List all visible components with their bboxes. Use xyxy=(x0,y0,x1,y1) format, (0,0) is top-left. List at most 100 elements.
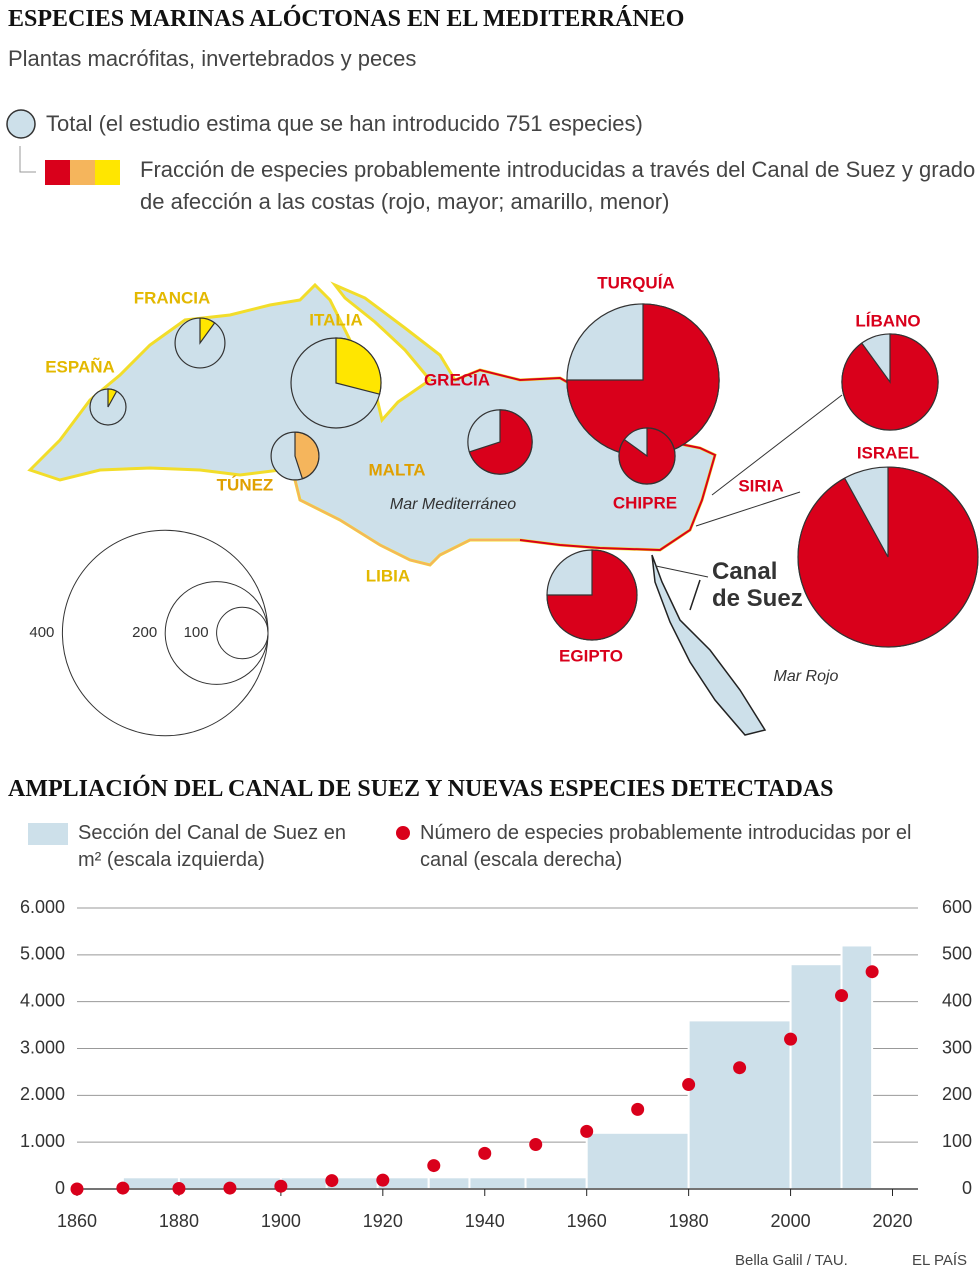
legend-swatch xyxy=(70,160,95,185)
pie-slice xyxy=(566,303,720,457)
y-tick-label: 6.000 xyxy=(20,897,65,917)
country-label: ITALIA xyxy=(309,310,363,329)
dot xyxy=(116,1181,130,1195)
canal-label: Canal de Suez xyxy=(712,558,803,612)
size-legend-label: 400 xyxy=(29,624,54,641)
leader-line xyxy=(695,491,801,527)
pie-slice xyxy=(841,333,939,431)
y-tick-label: 4.000 xyxy=(20,990,65,1010)
leader-line xyxy=(655,565,709,578)
dot xyxy=(172,1182,186,1196)
country-label: LÍBANO xyxy=(855,311,920,330)
x-tick-label: 1920 xyxy=(363,1211,403,1231)
bar xyxy=(524,1176,588,1190)
sea-label: Mar Mediterráneo xyxy=(390,496,516,513)
country-label: MALTA xyxy=(369,460,426,479)
bar xyxy=(468,1176,527,1190)
y-tick-label: 2.000 xyxy=(20,1084,65,1104)
x-tick-label: 1860 xyxy=(57,1211,97,1231)
aqaba xyxy=(689,579,701,611)
country-label: SIRIA xyxy=(738,476,783,495)
bar xyxy=(687,1019,792,1191)
legend-swatch xyxy=(28,823,68,845)
coast-east xyxy=(454,368,717,552)
dot xyxy=(682,1078,696,1092)
country-label: EGIPTO xyxy=(559,646,623,665)
x-tick-label: 1980 xyxy=(669,1211,709,1231)
legend-total: Total (el estudio estima que se han intr… xyxy=(46,111,643,136)
y2-tick-label: 400 xyxy=(942,990,972,1010)
x-tick-label: 2000 xyxy=(771,1211,811,1231)
country-label: TURQUÍA xyxy=(597,273,674,292)
country-label: ISRAEL xyxy=(857,443,919,462)
dot xyxy=(427,1159,441,1173)
legend-swatch xyxy=(45,160,70,185)
country-label: ESPAÑA xyxy=(45,356,115,376)
bar xyxy=(789,963,843,1191)
y2-tick-label: 100 xyxy=(942,1131,972,1151)
dot xyxy=(70,1182,84,1196)
source: Bella Galil / TAU. xyxy=(735,1252,848,1269)
y2-tick-label: 0 xyxy=(962,1178,972,1198)
coast-south xyxy=(294,479,520,567)
pie-slice xyxy=(618,427,676,485)
country-label: FRANCIA xyxy=(134,288,211,307)
size-legend-label: 100 xyxy=(184,624,209,641)
x-tick-label: 1900 xyxy=(261,1211,301,1231)
pie-slice xyxy=(294,431,320,480)
legend-entry: Sección del Canal de Suez en m² (escala … xyxy=(78,822,346,871)
dot xyxy=(478,1146,492,1160)
dot xyxy=(631,1102,645,1116)
pie-slice xyxy=(335,337,382,395)
bar xyxy=(840,944,874,1191)
map-subtitle: Plantas macrófitas, invertebrados y pece… xyxy=(8,46,417,71)
y-tick-label: 0 xyxy=(55,1178,65,1198)
dot xyxy=(865,965,879,979)
legend-total-symbol xyxy=(6,109,36,139)
legend-entry: Número de especies probablemente introdu… xyxy=(420,822,912,871)
y-tick-label: 5.000 xyxy=(20,944,65,964)
leader-line xyxy=(711,394,843,496)
y2-tick-label: 500 xyxy=(942,944,972,964)
red-sea xyxy=(651,554,767,736)
pie-slice xyxy=(797,466,979,648)
dot xyxy=(274,1179,288,1193)
country-label: TÚNEZ xyxy=(217,475,274,494)
credit: EL PAÍS xyxy=(912,1252,968,1269)
pie-slice xyxy=(468,409,533,475)
dot xyxy=(325,1174,339,1188)
dot xyxy=(733,1061,747,1075)
map-title: ESPECIES MARINAS ALÓCTONAS EN EL MEDITER… xyxy=(8,6,685,32)
x-tick-label: 1960 xyxy=(567,1211,607,1231)
bar xyxy=(121,1176,180,1190)
legend-connector xyxy=(19,146,36,173)
legend-dot xyxy=(396,826,410,840)
chart-title: AMPLIACIÓN DEL CANAL DE SUEZ Y NUEVAS ES… xyxy=(8,776,834,802)
x-tick-label: 1940 xyxy=(465,1211,505,1231)
pie-slice xyxy=(199,317,216,345)
sea-label: Mar Rojo xyxy=(774,668,839,685)
country-label: LIBIA xyxy=(366,566,410,585)
pie-slice xyxy=(546,549,638,641)
y-tick-label: 1.000 xyxy=(20,1131,65,1151)
country-label: CHIPRE xyxy=(613,493,677,512)
bar xyxy=(585,1131,690,1191)
x-tick-label: 1880 xyxy=(159,1211,199,1231)
dot xyxy=(376,1173,390,1187)
y-tick-label: 3.000 xyxy=(20,1037,65,1057)
pie-slice xyxy=(107,388,118,408)
dot xyxy=(529,1138,543,1152)
y2-tick-label: 300 xyxy=(942,1037,972,1057)
legend-swatch xyxy=(95,160,120,185)
bar xyxy=(279,1176,328,1190)
legend-fraction: Fracción de especies probablemente intro… xyxy=(140,157,976,214)
x-tick-label: 2020 xyxy=(872,1211,912,1231)
y2-tick-label: 600 xyxy=(942,897,972,917)
dot xyxy=(784,1032,798,1046)
bar xyxy=(427,1176,471,1190)
size-legend-circle xyxy=(216,606,269,660)
size-legend-label: 200 xyxy=(132,624,157,641)
dot xyxy=(580,1124,594,1138)
